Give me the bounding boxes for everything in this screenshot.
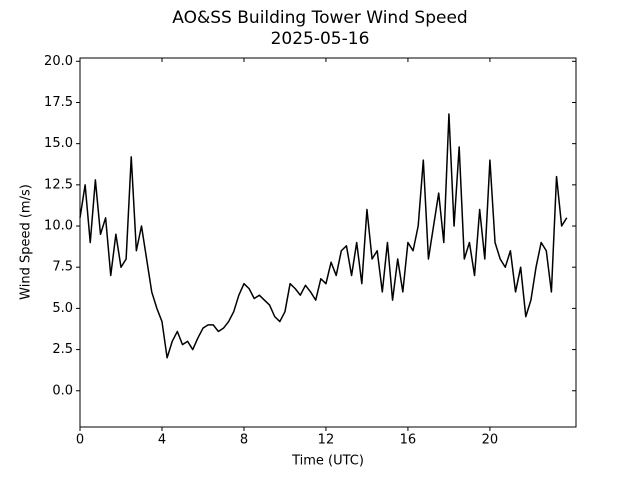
y-tick-label: 15.0 xyxy=(44,136,73,151)
x-tick-label: 8 xyxy=(240,433,248,448)
y-tick-label: 17.5 xyxy=(44,95,73,110)
x-tick-label: 12 xyxy=(318,433,335,448)
wind-speed-line xyxy=(79,113,568,359)
y-tick-label: 20.0 xyxy=(44,54,73,69)
x-tick-label: 16 xyxy=(400,433,417,448)
y-tick-label: 0.0 xyxy=(52,383,73,398)
y-tick-label: 10.0 xyxy=(44,219,73,234)
chart-subtitle: 2025-05-16 xyxy=(271,29,370,49)
plot-frame xyxy=(79,57,577,428)
x-axis-label: Time (UTC) xyxy=(291,454,364,469)
x-tick-label: 4 xyxy=(158,433,166,448)
y-tick-label: 12.5 xyxy=(44,177,73,192)
y-tick-label: 7.5 xyxy=(52,260,73,275)
y-tick-label: 2.5 xyxy=(52,342,73,357)
y-axis-label: Wind Speed (m/s) xyxy=(19,184,34,300)
x-tick-label: 20 xyxy=(482,433,499,448)
y-tick-label: 5.0 xyxy=(52,301,73,316)
chart-title: AO&SS Building Tower Wind Speed xyxy=(172,8,467,28)
x-tick-label: 0 xyxy=(76,433,84,448)
